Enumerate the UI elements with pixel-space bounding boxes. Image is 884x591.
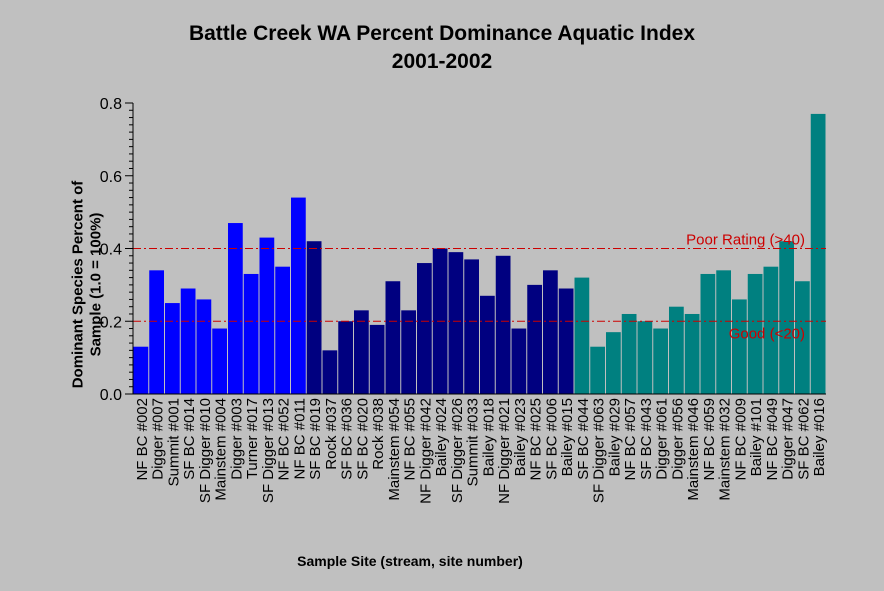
bar — [700, 273, 716, 394]
chart-title: Battle Creek WA Percent Dominance Aquati… — [188, 22, 696, 45]
bar — [291, 197, 306, 394]
bar — [322, 350, 338, 394]
y-tick-label: 0.0 — [100, 387, 122, 404]
bar — [669, 306, 684, 394]
x-tick-label: Summit #033 — [465, 398, 482, 486]
bar — [448, 252, 464, 394]
x-tick-label: NF BC #049 — [764, 398, 781, 481]
bar — [621, 313, 637, 394]
x-tick-label: SF BC #020 — [354, 398, 371, 480]
x-tick-label: NF BC #011 — [291, 398, 308, 479]
bar — [732, 299, 747, 394]
x-tick-label: SF BC #006 — [543, 398, 560, 480]
x-tick-label: Digger #007 — [150, 398, 167, 480]
y-tick-label: 0.8 — [100, 96, 122, 113]
x-tick-label: Mainstem #054 — [386, 398, 403, 501]
x-tick-label: Bailey #024 — [433, 398, 450, 476]
x-tick-label: NF Digger #042 — [417, 398, 434, 504]
bar — [558, 288, 574, 394]
y-tick-label: 0.6 — [100, 169, 122, 186]
bar — [149, 270, 164, 394]
bar — [606, 332, 621, 394]
bar — [810, 113, 826, 394]
x-tick-label: Bailey #023 — [512, 398, 529, 476]
x-tick-label: NF BC #052 — [276, 398, 293, 481]
x-tick-label: Bailey #015 — [559, 398, 576, 476]
x-tick-label: NF Digger #021 — [496, 398, 513, 504]
x-tick-label: Bailey #018 — [480, 398, 497, 476]
x-tick-label: SF BC #036 — [339, 398, 356, 480]
x-tick-label: SF BC #044 — [575, 398, 592, 480]
bar — [511, 328, 527, 394]
reference-label: Poor Rating (>40) — [686, 232, 805, 249]
x-tick-label: Bailey #016 — [811, 398, 828, 476]
y-tick-label: 0.2 — [100, 314, 122, 331]
x-tick-label: SF Digger #010 — [197, 398, 214, 503]
x-tick-label: Bailey #101 — [748, 398, 765, 476]
bar — [464, 259, 479, 394]
bar — [401, 310, 416, 394]
x-tick-label: NF BC #009 — [732, 398, 749, 481]
bar — [637, 321, 653, 394]
x-tick-label: Bailey #029 — [606, 398, 623, 476]
x-tick-label: Summit #001 — [165, 398, 182, 486]
x-tick-label: Mainstem #004 — [213, 398, 230, 501]
x-tick-label: NF BC #002 — [134, 398, 151, 481]
bar — [417, 263, 432, 394]
bar — [385, 281, 401, 394]
bar — [275, 266, 290, 394]
x-tick-label: NF BC #057 — [622, 398, 639, 481]
bar — [354, 310, 369, 394]
bar — [180, 288, 196, 394]
bar — [527, 284, 542, 395]
bar — [779, 241, 794, 394]
x-tick-label: SF BC #014 — [181, 398, 198, 480]
x-tick-label: Mainstem #046 — [685, 398, 702, 501]
x-tick-label: NF BC #025 — [528, 398, 545, 481]
x-tick-label: Turner #017 — [244, 398, 261, 479]
bar — [243, 273, 259, 394]
bar — [574, 277, 590, 394]
bar — [653, 328, 668, 394]
bar — [196, 299, 212, 394]
bar — [212, 328, 227, 394]
bar — [543, 270, 558, 394]
bar — [306, 241, 322, 394]
x-tick-label: NF BC #059 — [701, 398, 718, 481]
x-tick-label: Digger #056 — [669, 398, 686, 480]
bar — [590, 346, 605, 394]
bar — [259, 237, 275, 394]
bar — [369, 324, 385, 394]
x-tick-label: Mainstem #032 — [717, 398, 734, 501]
x-tick-label: Rock #037 — [323, 398, 340, 470]
bar — [133, 346, 149, 394]
bar — [795, 281, 810, 394]
bar — [684, 313, 700, 394]
bar — [338, 321, 353, 394]
x-tick-label: SF Digger #026 — [449, 398, 466, 503]
x-tick-label: Digger #061 — [654, 398, 671, 480]
bar — [480, 295, 495, 394]
bar — [495, 255, 511, 394]
bar — [716, 270, 731, 394]
x-tick-label: NF BC #055 — [402, 398, 419, 481]
x-tick-label: Rock #038 — [370, 398, 387, 470]
bar — [747, 273, 763, 394]
x-tick-label: Digger #047 — [780, 398, 797, 480]
x-axis-label: Sample Site (stream, site number) — [297, 553, 523, 569]
bar — [165, 303, 180, 394]
x-tick-label: Digger #003 — [228, 398, 245, 480]
bar — [763, 266, 779, 394]
y-tick-label: 0.4 — [100, 242, 122, 259]
x-tick-label: SF Digger #013 — [260, 398, 277, 503]
x-tick-label: SF Digger #063 — [591, 398, 608, 503]
reference-label: Good (<20) — [729, 325, 805, 342]
x-tick-label: SF BC #043 — [638, 398, 655, 480]
x-tick-label: SF BC #019 — [307, 398, 324, 480]
x-tick-label: SF BC #062 — [795, 398, 812, 480]
bar — [228, 223, 243, 394]
chart-subtitle: 2001-2002 — [391, 50, 493, 73]
